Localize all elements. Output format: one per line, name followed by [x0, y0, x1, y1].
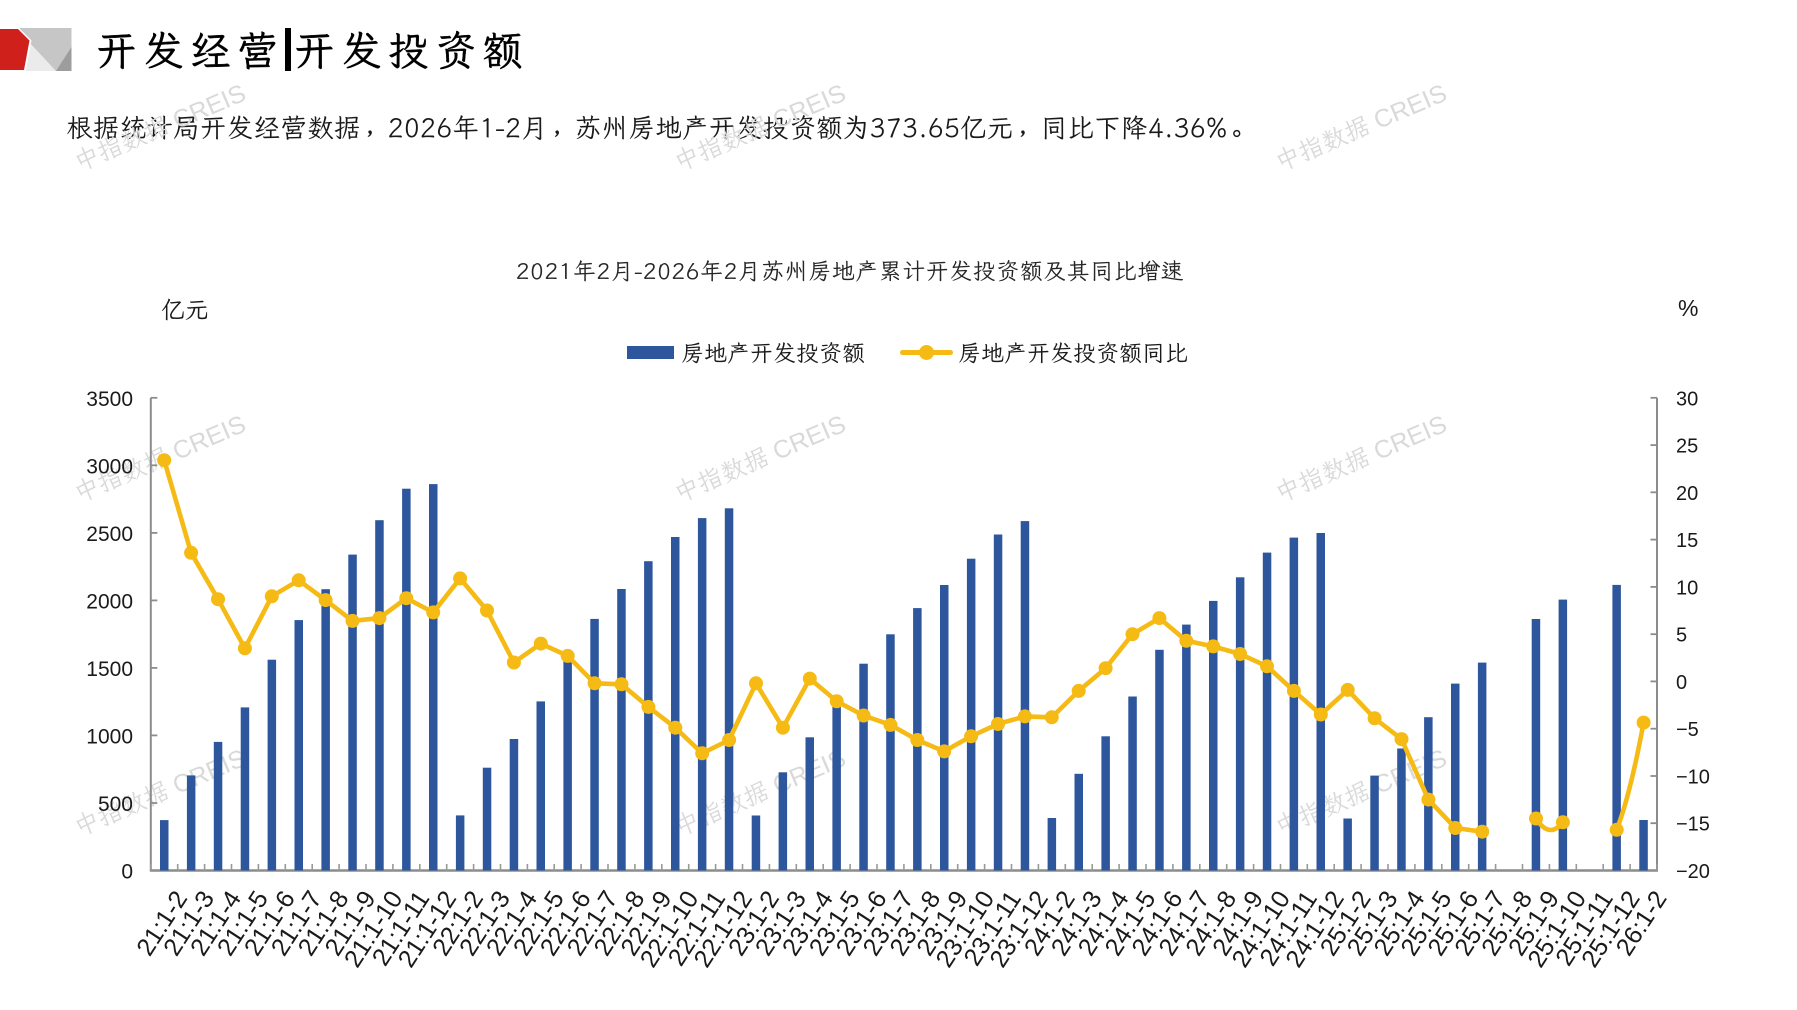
- svg-text:3000: 3000: [86, 455, 133, 478]
- svg-text:1000: 1000: [86, 725, 133, 748]
- svg-text:500: 500: [98, 793, 133, 816]
- svg-text:−5: −5: [1676, 719, 1699, 741]
- svg-text:25: 25: [1676, 436, 1698, 458]
- svg-text:15: 15: [1676, 530, 1698, 552]
- svg-text:30: 30: [1676, 388, 1698, 410]
- svg-text:2500: 2500: [86, 523, 133, 546]
- svg-text:20: 20: [1676, 483, 1698, 505]
- svg-text:1500: 1500: [86, 658, 133, 681]
- svg-text:3500: 3500: [86, 388, 133, 411]
- svg-text:0: 0: [1676, 672, 1687, 694]
- svg-text:10: 10: [1676, 577, 1698, 599]
- svg-text:0: 0: [121, 861, 133, 884]
- svg-text:−20: −20: [1676, 861, 1710, 883]
- svg-text:−15: −15: [1676, 814, 1710, 836]
- svg-text:5: 5: [1676, 625, 1687, 647]
- svg-text:−10: −10: [1676, 767, 1710, 789]
- svg-text:2000: 2000: [86, 590, 133, 613]
